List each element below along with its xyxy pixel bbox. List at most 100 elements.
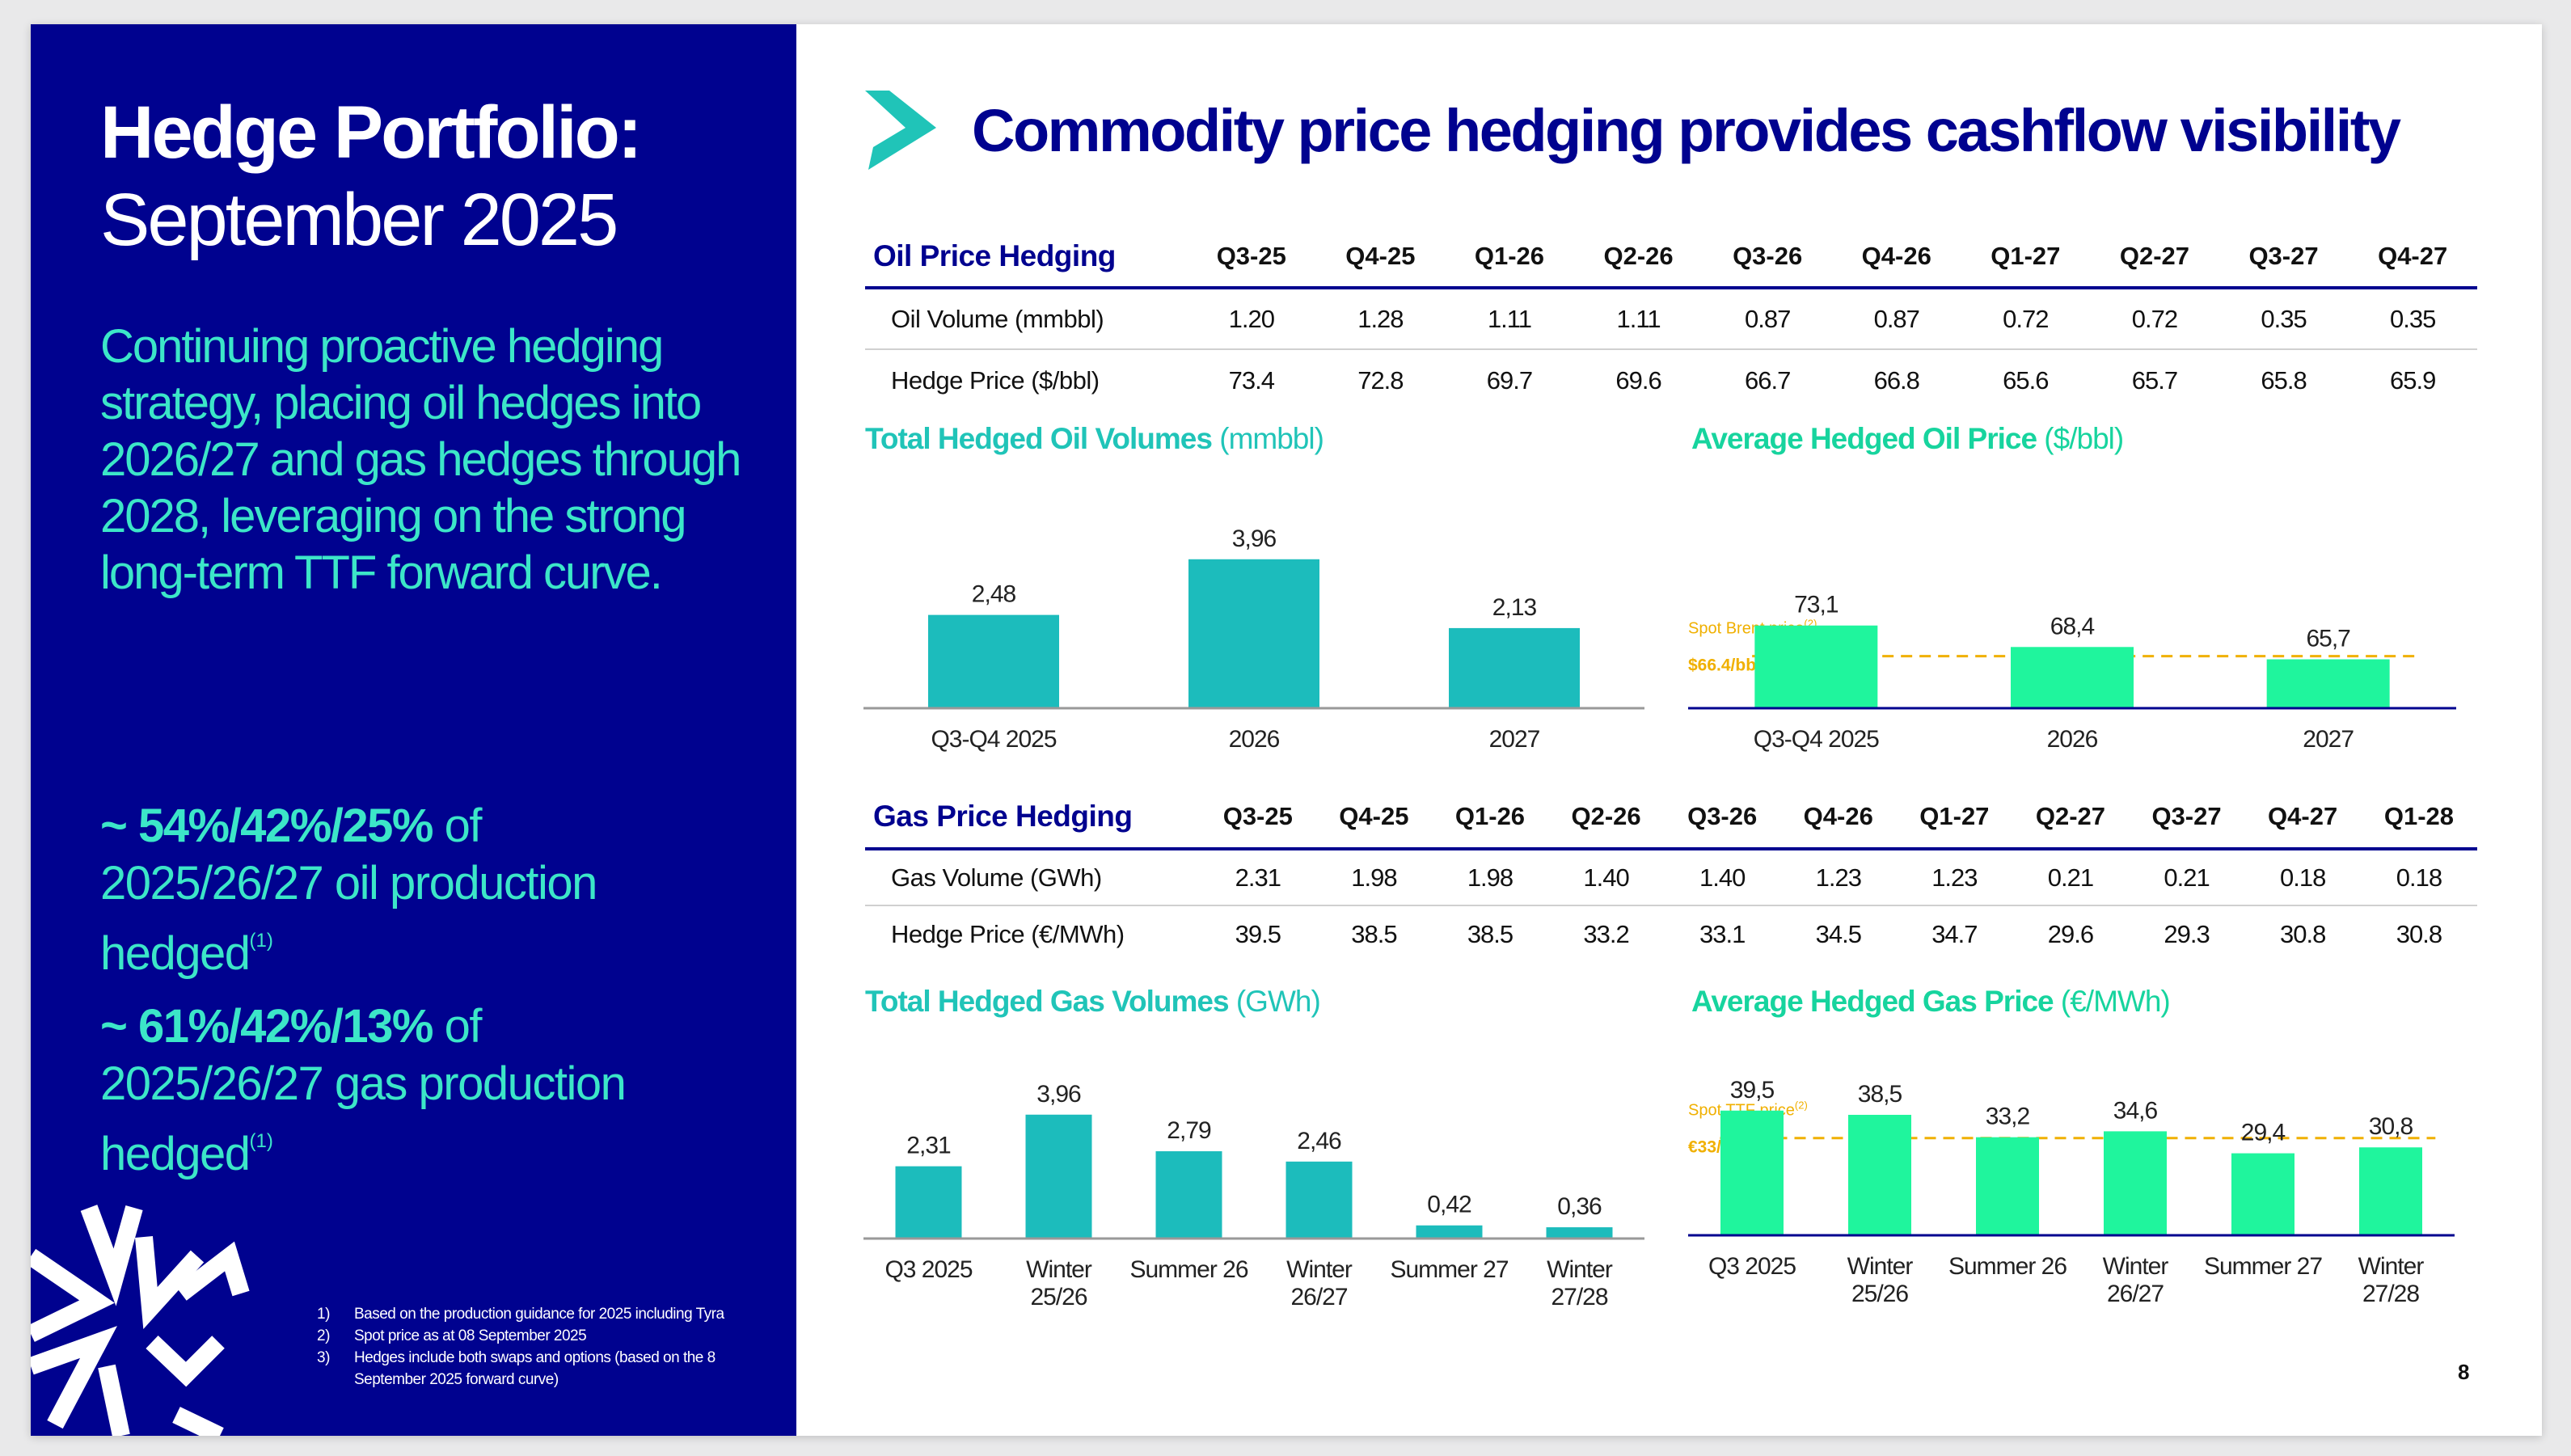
- bar-value-label: 2,48: [972, 581, 1016, 608]
- chart-bar: [928, 614, 1059, 708]
- bar-value-label: 2,46: [1297, 1128, 1341, 1154]
- table-cell: 29.6: [2047, 919, 2094, 948]
- category-label: Q3 2025: [884, 1256, 972, 1283]
- table-cell: 1.11: [1573, 288, 1703, 350]
- category-label: 2026: [1229, 726, 1280, 753]
- chart-bar: [1720, 1110, 1784, 1235]
- gas-col-header: Q2-26: [1547, 786, 1665, 850]
- bar-value-label: 39,5: [1730, 1077, 1775, 1104]
- chart-bar: [895, 1166, 962, 1239]
- bar-value-label: 3,96: [1232, 525, 1277, 552]
- table-cell: 29.3: [2164, 919, 2210, 948]
- oil-footnote-ref: (1): [249, 930, 273, 952]
- bar-value-label: 33,2: [1986, 1104, 2030, 1130]
- table-row: Oil Volume (mmbbl) 1.20 1.28 1.11 1.11 0…: [865, 288, 2477, 350]
- table-cell: 69.7: [1486, 365, 1533, 395]
- chart-bar: [1754, 625, 1878, 708]
- page-number: 8: [2458, 1360, 2470, 1384]
- category-label: 2027: [1489, 726, 1540, 753]
- oil-table-header: Oil Price Hedging Q3-25 Q4-25 Q1-26 Q2-2…: [865, 226, 2477, 289]
- category-label: Winter: [1547, 1256, 1613, 1283]
- category-label: Winter: [2103, 1253, 2169, 1280]
- table-cell: 0.72: [1961, 288, 2091, 350]
- chevron-arrow-icon: [865, 91, 936, 170]
- bar-value-label: 73,1: [1794, 592, 1839, 618]
- spot-price-value: $66.4/bbl: [1688, 656, 1761, 675]
- table-cell: 69.6: [1615, 365, 1661, 395]
- table-cell: 1.98: [1432, 849, 1548, 906]
- table-cell: 65.7: [2131, 365, 2178, 395]
- table-cell: 1.23: [1779, 849, 1897, 906]
- panel-body-text: Continuing proactive hedging strategy, p…: [100, 320, 741, 599]
- oil-volumes-chart: 2,48 Q3-Q4 2025 3,96 2026 2,13 2027: [863, 525, 1644, 753]
- table-cell: 73.4: [1228, 365, 1275, 395]
- row-label: Hedge Price ($/bbl): [891, 365, 1100, 395]
- oil-col-header: Q4-27: [2348, 226, 2477, 289]
- table-row: Hedge Price (€/MWh) 39.5 38.5 38.5 33.2 …: [865, 905, 2477, 962]
- table-cell: 1.40: [1547, 849, 1665, 906]
- chart-bar: [2231, 1153, 2294, 1235]
- chart-bar: [2104, 1131, 2167, 1235]
- oil-col-header: Q4-25: [1315, 226, 1446, 289]
- table-cell: 0.21: [2128, 849, 2245, 906]
- row-label: Hedge Price (€/MWh): [891, 919, 1125, 948]
- table-cell: 72.8: [1357, 365, 1404, 395]
- chart-bar: [2359, 1147, 2422, 1235]
- bar-value-label: 29,4: [2241, 1120, 2286, 1146]
- gas-hedging-table: Gas Price Hedging Q3-25 Q4-25 Q1-26 Q2-2…: [865, 786, 2477, 962]
- panel-title: Hedge Portfolio:: [100, 91, 643, 174]
- category-label: Summer 27: [1390, 1256, 1508, 1283]
- gas-hedged-text-1: of: [432, 1000, 483, 1053]
- table-cell: 0.87: [1831, 288, 1961, 350]
- chart-bar: [2011, 647, 2134, 708]
- category-label: Q3 2025: [1708, 1253, 1796, 1280]
- gas-col-header: Q1-27: [1896, 786, 2013, 850]
- category-label: 25/26: [1851, 1281, 1908, 1307]
- table-cell: 30.8: [2396, 919, 2442, 948]
- oil-col-header: Q2-27: [2090, 226, 2219, 289]
- category-label: Q3-Q4 2025: [1754, 726, 1879, 753]
- chart-bar: [1188, 559, 1319, 708]
- table-cell: 1.23: [1896, 849, 2013, 906]
- table-cell: 0.35: [2218, 288, 2349, 350]
- oil-col-header: Q3-26: [1703, 226, 1832, 289]
- bar-value-label: 2,79: [1167, 1117, 1211, 1144]
- category-label: Winter: [1847, 1253, 1914, 1280]
- table-cell: 34.5: [1815, 919, 1862, 948]
- oil-volumes-title: Total Hedged Oil Volumes (mmbbl): [865, 422, 1324, 455]
- table-cell: 1.40: [1664, 849, 1780, 906]
- gas-table-title: Gas Price Hedging: [865, 786, 1200, 850]
- oil-hedged-percentages: ~ 54%/42%/25%: [100, 800, 433, 852]
- category-label: 27/28: [2362, 1281, 2419, 1307]
- category-label: 27/28: [1551, 1284, 1607, 1310]
- table-cell: 0.87: [1703, 288, 1832, 350]
- oil-hedged-stat: ~ 54%/42%/25% of 2025/26/27 oil producti…: [100, 797, 763, 982]
- category-label: 26/27: [1290, 1284, 1347, 1310]
- table-cell: 66.8: [1873, 365, 1920, 395]
- bar-value-label: 0,42: [1427, 1192, 1471, 1218]
- oil-hedged-text-2: 2025/26/27 oil production: [100, 857, 597, 909]
- chart-bar: [1848, 1114, 1911, 1235]
- table-cell: 33.1: [1699, 919, 1746, 948]
- category-label: Winter: [1286, 1256, 1353, 1283]
- gas-hedged-percentages: ~ 61%/42%/13%: [100, 1000, 433, 1053]
- table-cell: 66.7: [1744, 365, 1791, 395]
- gas-hedged-text-2: 2025/26/27 gas production: [100, 1057, 627, 1110]
- footnote-2: 2) Spot price as at 08 September 2025: [317, 1327, 587, 1344]
- category-label: Winter: [1026, 1256, 1092, 1283]
- table-cell: 65.6: [2003, 365, 2049, 395]
- table-cell: 2.31: [1200, 849, 1316, 906]
- oil-col-header: Q4-26: [1831, 226, 1961, 289]
- oil-table-title: Oil Price Hedging: [865, 226, 1187, 289]
- table-cell: 1.11: [1445, 288, 1574, 350]
- table-cell: 65.8: [2261, 365, 2307, 395]
- gas-price-chart: Spot TTF price(2)€33/MWh39,5Q3 202538,5W…: [1688, 1077, 2455, 1307]
- gas-price-title: Average Hedged Gas Price (€/MWh): [1691, 985, 2171, 1018]
- bar-value-label: 2,31: [906, 1133, 951, 1159]
- category-label: 26/27: [2107, 1281, 2164, 1307]
- gas-col-header: Q3-25: [1200, 786, 1316, 850]
- table-row: Hedge Price ($/bbl) 73.4 72.8 69.7 69.6 …: [865, 349, 2477, 411]
- bar-value-label: 2,13: [1492, 594, 1537, 621]
